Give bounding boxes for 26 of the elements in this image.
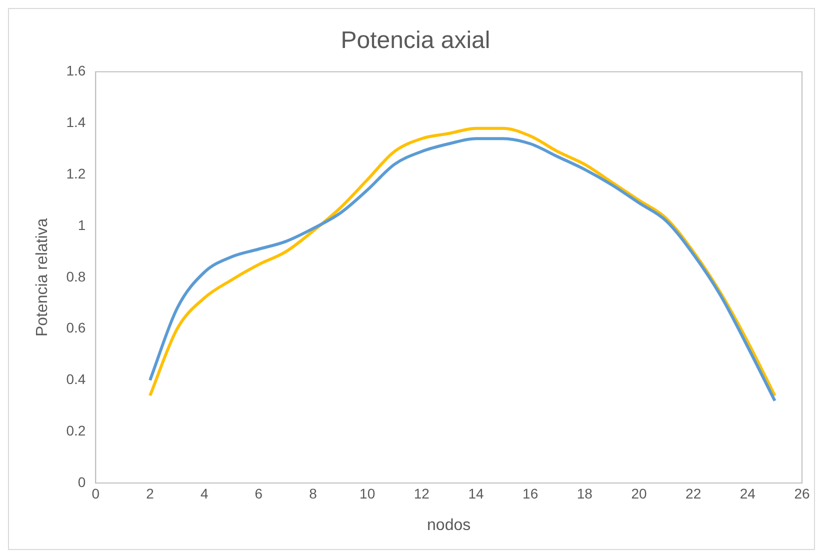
x-tick-label: 18 bbox=[576, 485, 593, 502]
x-tick-label: 26 bbox=[794, 485, 810, 502]
y-tick-label: 0.8 bbox=[66, 268, 86, 284]
x-tick-label: 2 bbox=[146, 485, 154, 502]
x-tick-label: 20 bbox=[631, 485, 647, 502]
x-tick-label: 0 bbox=[92, 485, 100, 502]
x-tick-label: 22 bbox=[686, 485, 702, 502]
y-axis-title: Potencia relativa bbox=[34, 218, 52, 337]
x-axis-title: nodos bbox=[427, 516, 471, 534]
y-tick-label: 1.2 bbox=[66, 165, 86, 182]
x-tick-label: 16 bbox=[522, 485, 538, 502]
y-tick-label: 1 bbox=[78, 216, 86, 233]
chart-title: Potencia axial bbox=[340, 27, 490, 54]
x-tick-label: 6 bbox=[254, 485, 263, 502]
y-tick-label: 0.2 bbox=[66, 422, 86, 438]
x-tick-label: 24 bbox=[740, 485, 756, 502]
y-tick-label: 1.4 bbox=[66, 114, 86, 130]
x-tick-label: 8 bbox=[309, 485, 318, 502]
y-tick-label: 0.6 bbox=[66, 320, 86, 336]
x-tick-label: 10 bbox=[360, 485, 376, 502]
y-tick-label: 1.6 bbox=[66, 62, 86, 79]
x-tick-label: 12 bbox=[414, 485, 430, 502]
x-tick-label: 14 bbox=[468, 485, 484, 502]
x-tick-label: 4 bbox=[200, 485, 208, 502]
y-tick-label: 0 bbox=[78, 474, 86, 490]
y-tick-label: 0.4 bbox=[66, 371, 86, 388]
